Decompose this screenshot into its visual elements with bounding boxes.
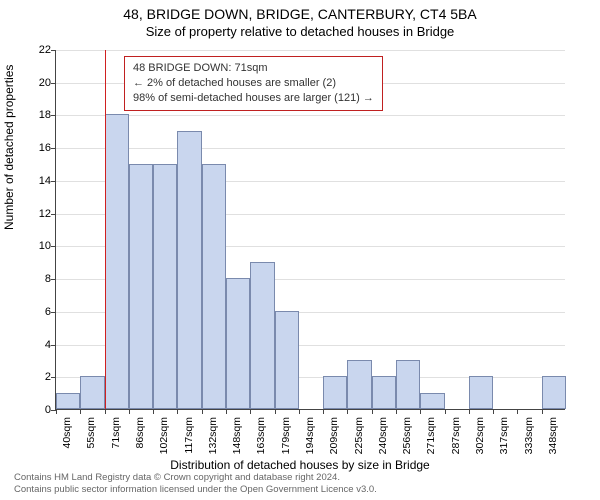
x-tick — [542, 409, 543, 414]
x-tick — [299, 409, 300, 414]
y-tick-label: 8 — [23, 273, 51, 285]
x-tick-label: 209sqm — [328, 417, 340, 454]
x-tick-label: 194sqm — [304, 417, 316, 454]
y-tick-label: 18 — [23, 109, 51, 121]
x-tick-label: 102sqm — [158, 417, 170, 454]
x-tick-label: 317sqm — [498, 417, 510, 454]
x-tick — [347, 409, 348, 414]
bar — [177, 131, 201, 409]
y-tick — [51, 279, 56, 280]
footer-line-1: Contains HM Land Registry data © Crown c… — [14, 472, 377, 484]
chart-subtitle: Size of property relative to detached ho… — [0, 24, 600, 39]
x-tick-label: 117sqm — [183, 417, 195, 454]
property-size-chart: 48, BRIDGE DOWN, BRIDGE, CANTERBURY, CT4… — [0, 0, 600, 500]
bar — [542, 376, 566, 409]
y-tick-label: 2 — [23, 371, 51, 383]
y-tick — [51, 181, 56, 182]
footer-attribution: Contains HM Land Registry data © Crown c… — [14, 472, 377, 496]
footer-line-2: Contains public sector information licen… — [14, 484, 377, 496]
bar — [420, 393, 444, 409]
chart-title: 48, BRIDGE DOWN, BRIDGE, CANTERBURY, CT4… — [0, 6, 600, 22]
x-tick-label: 163sqm — [255, 417, 267, 454]
x-tick — [202, 409, 203, 414]
bar — [275, 311, 299, 409]
x-tick — [323, 409, 324, 414]
x-tick — [226, 409, 227, 414]
x-axis-label: Distribution of detached houses by size … — [0, 458, 600, 472]
y-axis-label: Number of detached properties — [2, 65, 16, 230]
bar — [56, 393, 80, 409]
callout-box: 48 BRIDGE DOWN: 71sqm ← 2% of detached h… — [124, 56, 383, 111]
y-tick-label: 16 — [23, 142, 51, 154]
x-tick — [129, 409, 130, 414]
x-tick-label: 287sqm — [450, 417, 462, 454]
x-tick-label: 225sqm — [353, 417, 365, 454]
y-tick-label: 10 — [23, 240, 51, 252]
x-tick — [420, 409, 421, 414]
x-tick — [80, 409, 81, 414]
x-tick-label: 132sqm — [207, 417, 219, 454]
bar — [202, 164, 226, 409]
y-tick-label: 22 — [23, 44, 51, 56]
x-tick — [445, 409, 446, 414]
x-tick — [105, 409, 106, 414]
gridline — [56, 115, 565, 116]
x-tick-label: 302sqm — [474, 417, 486, 454]
y-tick-label: 4 — [23, 339, 51, 351]
gridline — [56, 148, 565, 149]
x-tick-label: 348sqm — [547, 417, 559, 454]
x-tick-label: 271sqm — [425, 417, 437, 454]
callout-line-2: ← 2% of detached houses are smaller (2) — [133, 76, 374, 91]
gridline — [56, 50, 565, 51]
y-tick — [51, 83, 56, 84]
bar — [250, 262, 274, 409]
y-tick — [51, 312, 56, 313]
y-tick — [51, 377, 56, 378]
y-tick-label: 6 — [23, 306, 51, 318]
x-tick-label: 179sqm — [280, 417, 292, 454]
y-tick-label: 20 — [23, 77, 51, 89]
bar — [372, 376, 396, 409]
y-tick — [51, 115, 56, 116]
x-tick-label: 256sqm — [401, 417, 413, 454]
callout-line-3: 98% of semi-detached houses are larger (… — [133, 91, 374, 106]
bar — [80, 376, 104, 409]
x-tick — [396, 409, 397, 414]
bar — [347, 360, 371, 409]
x-tick — [275, 409, 276, 414]
x-tick-label: 71sqm — [110, 417, 122, 449]
bar — [396, 360, 420, 409]
bar — [129, 164, 153, 409]
x-tick — [250, 409, 251, 414]
y-tick-label: 0 — [23, 404, 51, 416]
x-tick-label: 333sqm — [523, 417, 535, 454]
x-tick — [372, 409, 373, 414]
bar — [226, 278, 250, 409]
y-tick-label: 14 — [23, 175, 51, 187]
x-tick — [493, 409, 494, 414]
x-tick-label: 86sqm — [134, 417, 146, 449]
bar — [323, 376, 347, 409]
x-tick — [517, 409, 518, 414]
marker-line — [105, 50, 106, 409]
x-tick — [153, 409, 154, 414]
y-tick-label: 12 — [23, 208, 51, 220]
bar — [105, 114, 129, 409]
x-tick — [469, 409, 470, 414]
x-tick-label: 240sqm — [377, 417, 389, 454]
y-tick — [51, 214, 56, 215]
y-tick — [51, 246, 56, 247]
callout-line-1: 48 BRIDGE DOWN: 71sqm — [133, 61, 374, 76]
bar — [153, 164, 177, 409]
bar — [469, 376, 493, 409]
y-tick — [51, 148, 56, 149]
x-tick-label: 55sqm — [85, 417, 97, 449]
x-tick-label: 148sqm — [231, 417, 243, 454]
plot-area: 48 BRIDGE DOWN: 71sqm ← 2% of detached h… — [55, 50, 565, 410]
y-tick — [51, 345, 56, 346]
x-tick-label: 40sqm — [61, 417, 73, 449]
x-tick — [177, 409, 178, 414]
y-tick — [51, 50, 56, 51]
x-tick — [56, 409, 57, 414]
